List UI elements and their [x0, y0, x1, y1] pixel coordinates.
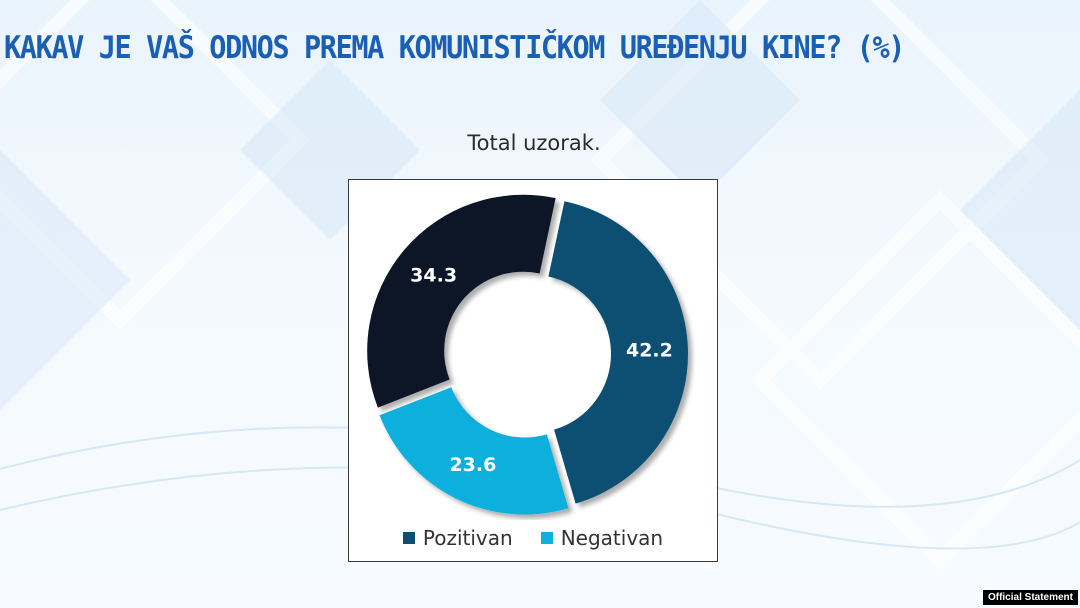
donut-slice-unlabeled [367, 194, 556, 408]
page-title: KAKAV JE VAŠ ODNOS PREMA KOMUNISTIČKOM U… [4, 30, 905, 66]
chart-panel: 42.2 23.6 34.3 Pozitivan Negativan [348, 179, 718, 562]
legend-label: Negativan [560, 526, 664, 550]
donut-slice-pozitivan [548, 201, 688, 504]
donut-slice-negativan [379, 387, 569, 515]
legend-item-negativan: Negativan [540, 526, 664, 550]
watermark-label: Official Statement [982, 590, 1078, 605]
data-label: 42.2 [626, 339, 673, 361]
legend-swatch [540, 532, 553, 544]
data-label: 23.6 [449, 454, 496, 476]
legend-label: Pozitivan [422, 526, 513, 550]
donut-chart: 42.2 23.6 34.3 [367, 194, 688, 515]
legend-item-pozitivan: Pozitivan [402, 526, 513, 550]
chart-subtitle: Total uzorak. [467, 131, 601, 155]
legend-swatch [402, 532, 415, 544]
chart-legend: Pozitivan Negativan [349, 526, 717, 550]
data-label: 34.3 [410, 265, 457, 287]
